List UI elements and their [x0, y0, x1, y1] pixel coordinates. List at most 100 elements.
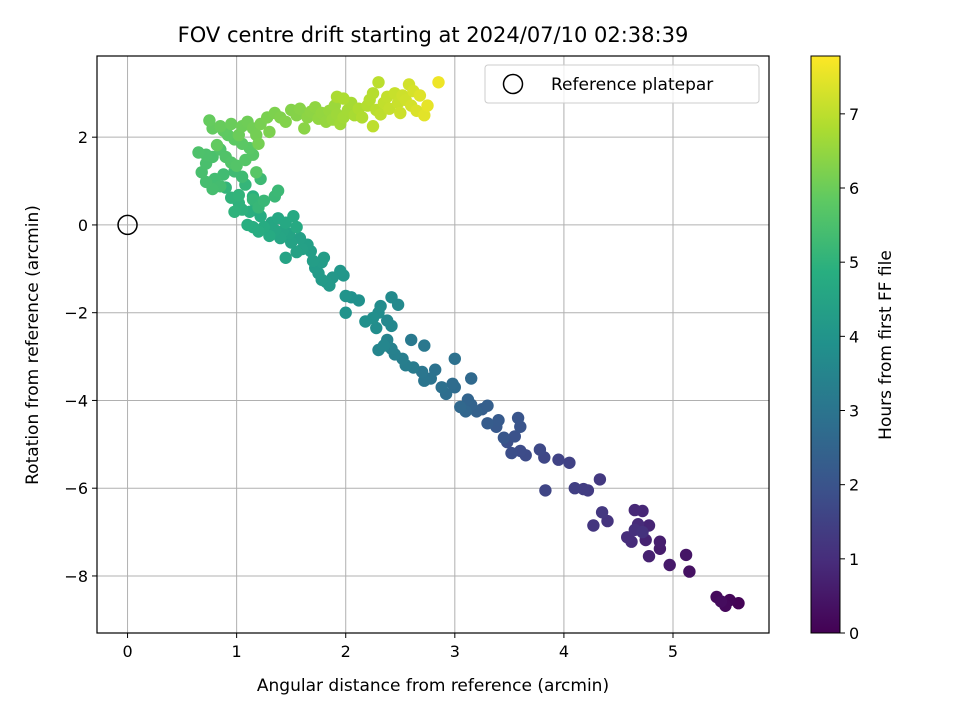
grid — [97, 56, 769, 633]
scatter-point — [679, 548, 693, 562]
colorbar-gradient — [810, 55, 841, 634]
scatter-point — [192, 146, 205, 159]
scatter-point — [279, 251, 292, 264]
scatter-point — [339, 289, 352, 303]
scatter-point — [250, 166, 263, 179]
scatter-point — [636, 525, 649, 539]
x-axis-ticks: 0 1 2 3 4 5 — [122, 633, 678, 661]
scatter-point — [563, 456, 576, 469]
scatter-point — [339, 306, 352, 319]
scatter-point — [587, 519, 600, 532]
scatter-point — [628, 503, 641, 517]
scatter-point — [461, 393, 475, 406]
scatter-point — [241, 218, 254, 232]
scatter-point — [271, 184, 285, 197]
scatter-point — [492, 414, 505, 427]
y-tick-label: −8 — [64, 567, 88, 586]
scatter-point — [593, 473, 607, 486]
x-axis-label: Angular distance from reference (arcmin) — [257, 676, 609, 696]
scatter-point — [370, 321, 383, 335]
scatter-point — [385, 291, 398, 304]
scatter-point — [230, 159, 243, 172]
scatter-point — [418, 109, 431, 122]
scatter-point — [653, 535, 667, 548]
scatter-point — [481, 417, 494, 430]
scatter-point — [298, 122, 311, 135]
scatter-point — [203, 114, 216, 127]
y-tick-label: −4 — [64, 391, 88, 410]
colorbar-label: Hours from first FF file — [876, 250, 896, 440]
scatter-point — [199, 175, 213, 189]
y-tick-label: 0 — [78, 216, 88, 235]
scatter-point — [481, 399, 494, 412]
scatter-point — [225, 117, 238, 131]
scatter-point — [290, 245, 303, 259]
scatter-point — [595, 506, 609, 519]
scatter-point — [287, 210, 300, 223]
scatter-point — [568, 482, 581, 495]
plot-frame — [96, 55, 770, 634]
scatter-point — [372, 76, 385, 89]
scatter-point — [252, 137, 265, 150]
scatter-point — [621, 531, 634, 544]
scatter-point — [228, 205, 241, 218]
scatter-point — [642, 550, 656, 563]
scatter-point — [533, 443, 547, 456]
chart-title: FOV centre drift starting at 2024/07/10 … — [178, 23, 689, 47]
scatter-point — [432, 76, 445, 89]
scatter-point — [337, 92, 350, 105]
scatter-point — [446, 377, 459, 390]
colorbar-tick-label: 7 — [849, 105, 859, 124]
colorbar-tick-label: 4 — [849, 327, 859, 346]
legend-open-circle-icon — [502, 73, 524, 95]
scatter-point — [448, 352, 461, 365]
scatter-point — [413, 89, 427, 102]
x-tick-label: 1 — [232, 642, 242, 661]
scatter-point — [383, 102, 396, 115]
scatter-point — [317, 251, 331, 264]
legend-entry: Reference platepar — [551, 75, 713, 95]
scatter-point — [359, 315, 372, 328]
scatter-point — [394, 106, 407, 120]
y-tick-label: 2 — [78, 128, 88, 147]
scatter-point — [539, 484, 552, 497]
colorbar-tick-label: 6 — [849, 179, 859, 198]
scatter-point — [421, 99, 434, 112]
colorbar-tick-label: 2 — [849, 476, 859, 495]
x-tick-label: 4 — [559, 642, 569, 661]
colorbar-tick-label: 1 — [849, 550, 859, 569]
scatter-point — [418, 339, 431, 352]
colorbar-tick-label: 5 — [849, 253, 859, 272]
scatter-point — [454, 400, 467, 414]
y-tick-label: −6 — [64, 479, 88, 498]
legend: Reference platepar — [484, 64, 760, 104]
legend-box — [484, 64, 760, 104]
scatter-point — [497, 431, 511, 444]
scatter-point — [293, 102, 307, 115]
scatter-point — [714, 595, 728, 608]
y-axis-ticks: −8 −6 −4 −2 0 2 — [64, 128, 97, 586]
scatter-point — [435, 381, 448, 394]
y-tick-label: −2 — [64, 304, 88, 323]
y-axis-label: Rotation from reference (arcmin) — [23, 205, 43, 485]
colorbar: 0 1 2 3 4 5 6 7 Hours from first FF file — [810, 55, 896, 643]
scatter-point — [263, 125, 276, 139]
scatter-point — [279, 115, 292, 128]
scatter-point — [683, 565, 696, 578]
scatter-point — [374, 108, 387, 121]
x-tick-label: 5 — [668, 642, 678, 661]
colorbar-ticks: 0 1 2 3 4 5 6 7 — [840, 105, 859, 643]
scatter-point — [257, 194, 271, 207]
scatter-point — [290, 220, 303, 234]
scatter-point — [381, 314, 394, 327]
scatter-point — [405, 333, 418, 347]
colorbar-tick-label: 0 — [849, 624, 859, 643]
scatter-point — [505, 446, 518, 460]
scatter-point — [214, 120, 227, 133]
scatter-point — [355, 111, 369, 124]
reference-point — [117, 214, 138, 236]
x-tick-label: 2 — [341, 642, 351, 661]
scatter-point — [508, 430, 521, 443]
scatter-point — [377, 339, 391, 352]
